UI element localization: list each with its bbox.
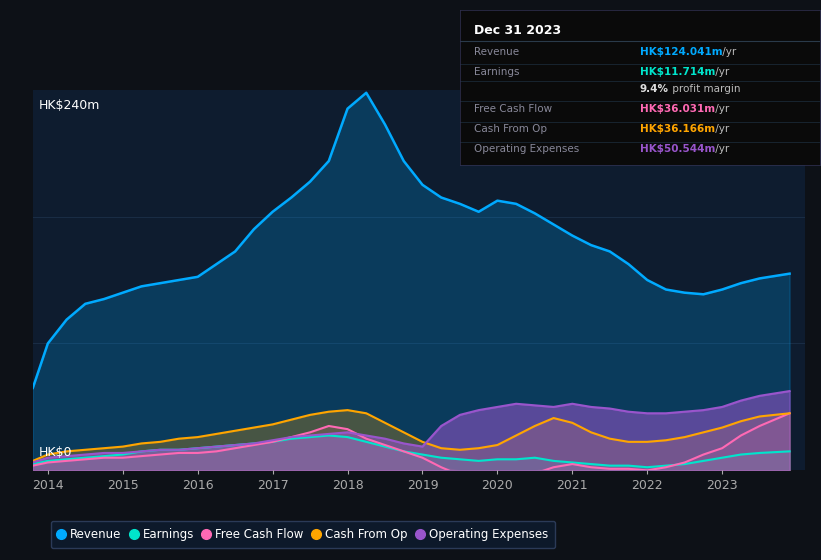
Text: profit margin: profit margin — [669, 84, 741, 94]
Text: Free Cash Flow: Free Cash Flow — [475, 104, 553, 114]
Text: HK$11.714m: HK$11.714m — [640, 67, 715, 77]
Text: HK$124.041m: HK$124.041m — [640, 47, 722, 57]
Text: /yr: /yr — [712, 144, 729, 155]
Text: HK$50.544m: HK$50.544m — [640, 144, 715, 155]
Legend: Revenue, Earnings, Free Cash Flow, Cash From Op, Operating Expenses: Revenue, Earnings, Free Cash Flow, Cash … — [51, 521, 555, 548]
Text: Revenue: Revenue — [475, 47, 520, 57]
Text: HK$36.031m: HK$36.031m — [640, 104, 715, 114]
Text: 9.4%: 9.4% — [640, 84, 669, 94]
Text: Operating Expenses: Operating Expenses — [475, 144, 580, 155]
Text: Earnings: Earnings — [475, 67, 520, 77]
Text: Dec 31 2023: Dec 31 2023 — [475, 24, 562, 37]
Text: /yr: /yr — [712, 104, 729, 114]
Text: Cash From Op: Cash From Op — [475, 124, 548, 134]
Text: HK$240m: HK$240m — [39, 99, 100, 112]
Text: /yr: /yr — [712, 124, 729, 134]
Text: HK$36.166m: HK$36.166m — [640, 124, 715, 134]
Text: /yr: /yr — [719, 47, 736, 57]
Text: /yr: /yr — [712, 67, 729, 77]
Text: HK$0: HK$0 — [39, 446, 72, 459]
